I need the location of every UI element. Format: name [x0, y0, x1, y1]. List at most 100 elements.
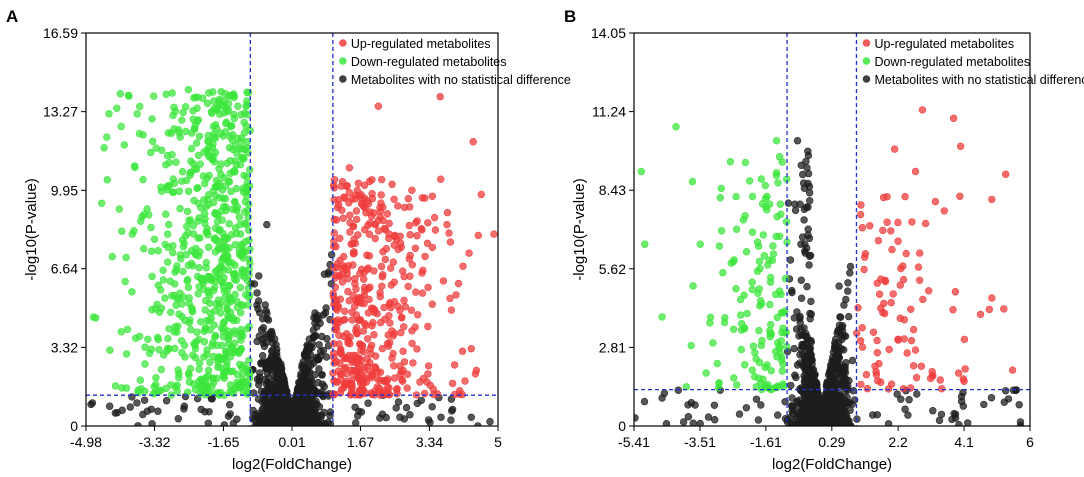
data-point-no-difference: [272, 412, 280, 420]
x-tick-label: 3.34: [416, 434, 443, 450]
y-tick-label: 0: [618, 418, 626, 434]
data-point-no-difference: [180, 402, 189, 410]
data-point-no-difference: [835, 354, 843, 362]
data-point-down-regulated: [720, 318, 729, 327]
data-point-down-regulated: [141, 360, 149, 368]
data-point-up-regulated: [951, 288, 960, 296]
data-point-down-regulated: [232, 229, 241, 238]
data-point-down-regulated: [135, 129, 144, 138]
data-point-up-regulated: [341, 307, 349, 315]
data-point-up-regulated: [915, 249, 924, 257]
data-point-up-regulated: [439, 277, 448, 285]
data-point-up-regulated: [359, 327, 368, 335]
data-point-no-difference: [796, 351, 804, 359]
data-point-no-difference: [826, 374, 835, 382]
data-point-down-regulated: [748, 228, 757, 236]
data-point-down-regulated: [159, 266, 167, 274]
data-point-up-regulated: [428, 243, 437, 252]
data-point-down-regulated: [766, 320, 775, 329]
data-point-no-difference: [754, 416, 763, 424]
data-point-no-difference: [400, 415, 408, 423]
data-point-up-regulated: [381, 226, 390, 234]
data-point-down-regulated: [231, 329, 239, 338]
data-point-no-difference: [800, 216, 808, 224]
data-point-up-regulated: [354, 390, 363, 399]
data-point-no-difference: [781, 415, 790, 423]
data-point-up-regulated: [879, 226, 887, 235]
data-point-no-difference: [467, 413, 475, 421]
data-point-up-regulated: [390, 362, 398, 370]
data-point-down-regulated: [233, 203, 242, 211]
x-tick-label: -3.51: [684, 434, 716, 450]
data-point-down-regulated: [206, 358, 214, 366]
data-point-up-regulated: [446, 294, 454, 303]
data-point-up-regulated: [885, 345, 893, 354]
data-point-up-regulated: [349, 261, 357, 269]
data-point-up-regulated: [338, 178, 347, 186]
data-point-down-regulated: [211, 224, 220, 232]
data-point-down-regulated: [194, 184, 202, 192]
data-point-down-regulated: [175, 187, 184, 196]
data-point-no-difference: [260, 342, 269, 351]
data-point-up-regulated: [356, 269, 364, 278]
data-point-down-regulated: [171, 323, 180, 331]
data-point-down-regulated: [772, 171, 781, 180]
data-point-down-regulated: [754, 242, 763, 250]
data-point-up-regulated: [894, 237, 902, 245]
y-tick-label: 3.32: [51, 339, 78, 355]
data-point-up-regulated: [956, 192, 964, 201]
data-point-no-difference: [312, 314, 320, 322]
data-point-no-difference: [873, 411, 881, 419]
data-point-up-regulated: [358, 341, 367, 350]
data-point-up-regulated: [341, 194, 349, 202]
data-point-up-regulated: [355, 354, 363, 363]
data-point-no-difference: [364, 399, 372, 407]
data-point-no-difference: [797, 240, 805, 248]
legend-marker-up: [339, 39, 347, 47]
data-point-up-regulated: [873, 336, 881, 345]
data-point-up-regulated: [909, 362, 918, 370]
data-point-up-regulated: [421, 389, 429, 398]
data-point-up-regulated: [961, 365, 969, 373]
data-point-no-difference: [913, 390, 921, 398]
data-point-no-difference: [305, 345, 313, 353]
data-point-up-regulated: [437, 175, 445, 183]
data-point-up-regulated: [873, 279, 881, 287]
data-point-down-regulated: [191, 125, 199, 133]
data-point-up-regulated: [346, 218, 354, 227]
data-point-down-regulated: [189, 222, 198, 230]
data-point-down-regulated: [709, 339, 717, 347]
data-point-down-regulated: [103, 133, 111, 141]
data-point-no-difference: [951, 410, 960, 418]
data-point-down-regulated: [201, 306, 209, 314]
data-point-down-regulated: [221, 194, 230, 203]
data-point-up-regulated: [381, 255, 389, 264]
data-point-no-difference: [147, 405, 156, 413]
data-point-up-regulated: [399, 347, 407, 355]
data-point-up-regulated: [881, 277, 890, 286]
data-point-down-regulated: [749, 342, 758, 350]
data-point-down-regulated: [164, 129, 173, 137]
data-point-no-difference: [799, 361, 807, 369]
data-point-down-regulated: [164, 334, 172, 343]
data-point-down-regulated: [218, 341, 226, 350]
data-point-no-difference: [752, 395, 761, 403]
data-point-up-regulated: [343, 269, 351, 278]
data-point-up-regulated: [899, 262, 907, 270]
data-point-up-regulated: [377, 262, 386, 271]
data-point-up-regulated: [389, 349, 397, 358]
data-point-down-regulated: [152, 144, 160, 152]
data-point-no-difference: [684, 413, 693, 421]
data-point-up-regulated: [354, 316, 362, 324]
data-point-no-difference: [793, 308, 801, 316]
data-point-no-difference: [959, 402, 967, 410]
data-point-up-regulated: [332, 263, 341, 272]
data-point-up-regulated: [899, 275, 908, 284]
data-point-up-regulated: [884, 385, 893, 393]
data-point-down-regulated: [763, 361, 771, 369]
data-point-down-regulated: [155, 346, 163, 354]
data-point-down-regulated: [147, 148, 155, 157]
data-point-no-difference: [757, 401, 765, 409]
data-point-up-regulated: [426, 381, 434, 389]
data-point-down-regulated: [200, 353, 208, 361]
